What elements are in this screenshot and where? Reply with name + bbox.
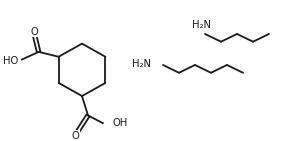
- Text: O: O: [71, 131, 79, 141]
- Text: H₂N: H₂N: [193, 20, 212, 30]
- Text: H₂N: H₂N: [132, 59, 151, 69]
- Text: O: O: [31, 27, 38, 37]
- Text: OH: OH: [113, 118, 128, 128]
- Text: HO: HO: [3, 56, 18, 66]
